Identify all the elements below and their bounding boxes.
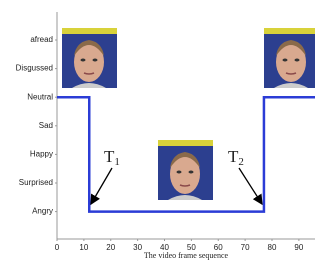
face-image xyxy=(62,28,117,88)
y-tick-label: Disgussed xyxy=(16,64,53,73)
x-tick-label: 70 xyxy=(241,243,250,252)
annotation: T1 xyxy=(104,147,120,168)
face-image xyxy=(264,28,315,88)
y-tick-label: Angry xyxy=(32,207,53,216)
annotation-subscript: 1 xyxy=(114,156,120,168)
annotation: T2 xyxy=(228,147,244,168)
x-tick-label: 50 xyxy=(187,243,196,252)
x-tick-label: 90 xyxy=(294,243,303,252)
x-axis-label: The video frame sequence xyxy=(144,251,229,260)
y-tick-label: afread xyxy=(30,35,53,44)
annotation-subscript: 2 xyxy=(238,156,244,168)
y-tick-label: Surprised xyxy=(19,178,53,187)
chart: The video frame sequence Angry Surprised H… xyxy=(0,0,315,265)
annotation-arrow xyxy=(239,168,262,204)
annotation-arrow xyxy=(91,168,112,204)
y-tick-label: Sad xyxy=(39,121,53,130)
x-tick-label: 30 xyxy=(133,243,142,252)
annotation-text: T xyxy=(228,147,239,166)
x-tick-label: 0 xyxy=(55,243,60,252)
face-image xyxy=(158,140,213,200)
x-tick-label: 80 xyxy=(268,243,277,252)
x-tick-label: 40 xyxy=(160,243,169,252)
x-tick-label: 60 xyxy=(214,243,223,252)
x-tick-label: 20 xyxy=(106,243,115,252)
y-tick-label: Neutral xyxy=(27,92,53,101)
y-tick-label: Happy xyxy=(30,150,53,159)
x-tick-label: 10 xyxy=(79,243,88,252)
annotation-text: T xyxy=(104,147,115,166)
